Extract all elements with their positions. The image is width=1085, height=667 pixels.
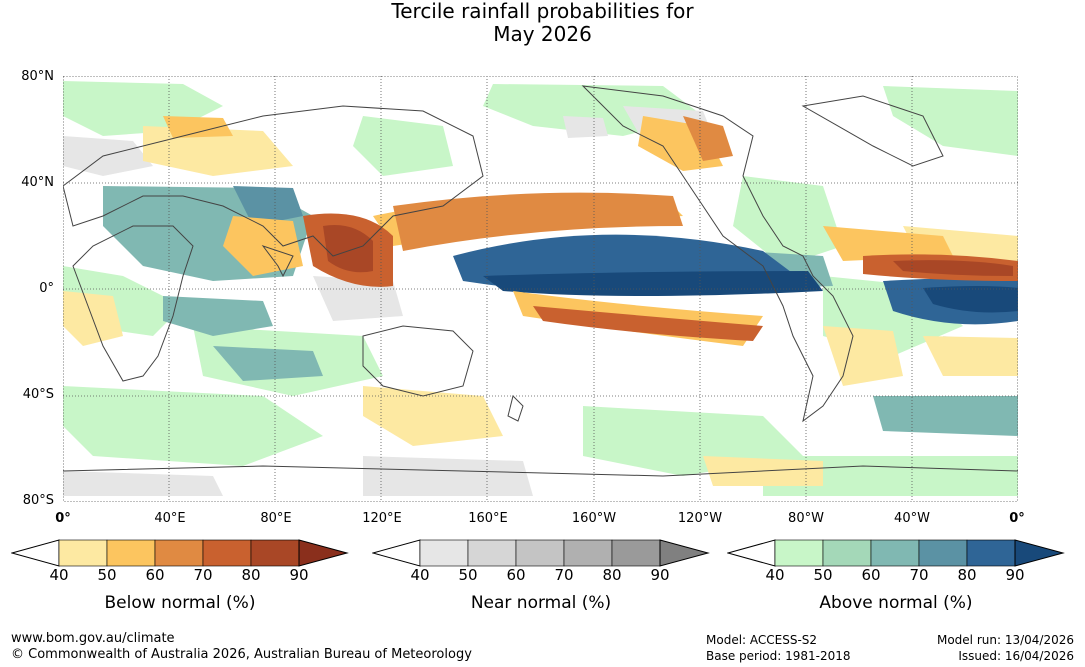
lon-label-0-west-edge: 0°: [55, 511, 71, 526]
footer-website: www.bom.gov.au/climate: [11, 631, 175, 646]
legend-title-above-normal: Above normal (%): [819, 593, 973, 613]
tick-label: 60: [145, 566, 165, 584]
above-normal-dark-band: [233, 186, 1018, 325]
tick-label: 80: [957, 566, 977, 584]
map-title-line-2: May 2026: [493, 22, 592, 46]
lon-label-40e: 40°E: [154, 511, 186, 526]
lon-label-160e: 160°E: [468, 511, 508, 526]
tick-label: 50: [813, 566, 833, 584]
tick-label: 70: [909, 566, 929, 584]
lon-label-160w: 160°W: [571, 511, 617, 526]
legend-near-normal: 40 50 60 70 80 90 Near normal (%): [372, 539, 710, 615]
graticule: [63, 76, 1018, 502]
tick-label: 50: [458, 566, 478, 584]
lon-label-0-east-edge: 0°: [1009, 511, 1025, 526]
footer-issued: Issued: 16/04/2026: [958, 649, 1074, 663]
tick-label: 80: [241, 566, 261, 584]
tick-label: 80: [602, 566, 622, 584]
tick-label: 70: [554, 566, 574, 584]
lon-label-80e: 80°E: [260, 511, 292, 526]
lon-label-120e: 120°E: [362, 511, 402, 526]
lon-label-40w: 40°W: [894, 511, 930, 526]
footer-model: Model: ACCESS-S2: [706, 633, 818, 647]
footer-base-period: Base period: 1981-2018: [706, 649, 851, 663]
map-canvas: [63, 76, 1018, 502]
legend-title-below-normal: Below normal (%): [104, 593, 256, 613]
tick-label: 90: [650, 566, 670, 584]
rainfall-probability-map: [63, 76, 1018, 502]
tick-label: 40: [410, 566, 430, 584]
lon-label-120w: 120°W: [677, 511, 723, 526]
lat-label-40n: 40°N: [21, 175, 54, 190]
footer-model-run: Model run: 13/04/2026: [936, 633, 1074, 647]
colorbar-near-normal: [372, 539, 710, 567]
colorbar-above-normal: [727, 539, 1065, 567]
tick-label: 50: [97, 566, 117, 584]
legend-above-normal: 40 50 60 70 80 90 Above normal (%): [727, 539, 1065, 615]
below-normal-dark-areas: [303, 116, 1018, 341]
tick-label: 60: [506, 566, 526, 584]
colorbar-below-normal: [11, 539, 349, 567]
tick-label: 90: [289, 566, 309, 584]
map-title: Tercile rainfall probabilities for May 2…: [0, 0, 1085, 46]
tick-label: 40: [49, 566, 69, 584]
legend-title-near-normal: Near normal (%): [470, 593, 612, 613]
lat-label-40s: 40°S: [22, 387, 54, 402]
tick-label: 90: [1005, 566, 1025, 584]
tick-label: 60: [861, 566, 881, 584]
footer-copyright: © Commonwealth of Australia 2026, Austra…: [11, 647, 472, 662]
legend-below-normal: 40 50 60 70 80 90 Below normal (%): [11, 539, 349, 615]
coastlines: [63, 85, 1018, 477]
tick-label: 70: [193, 566, 213, 584]
tick-label: 40: [765, 566, 785, 584]
lat-label-80n: 80°N: [21, 69, 54, 84]
lat-label-equator: 0°: [39, 281, 54, 296]
map-title-line-1: Tercile rainfall probabilities for: [391, 0, 694, 23]
lat-label-80s: 80°S: [22, 493, 54, 508]
lon-label-80w: 80°W: [788, 511, 824, 526]
